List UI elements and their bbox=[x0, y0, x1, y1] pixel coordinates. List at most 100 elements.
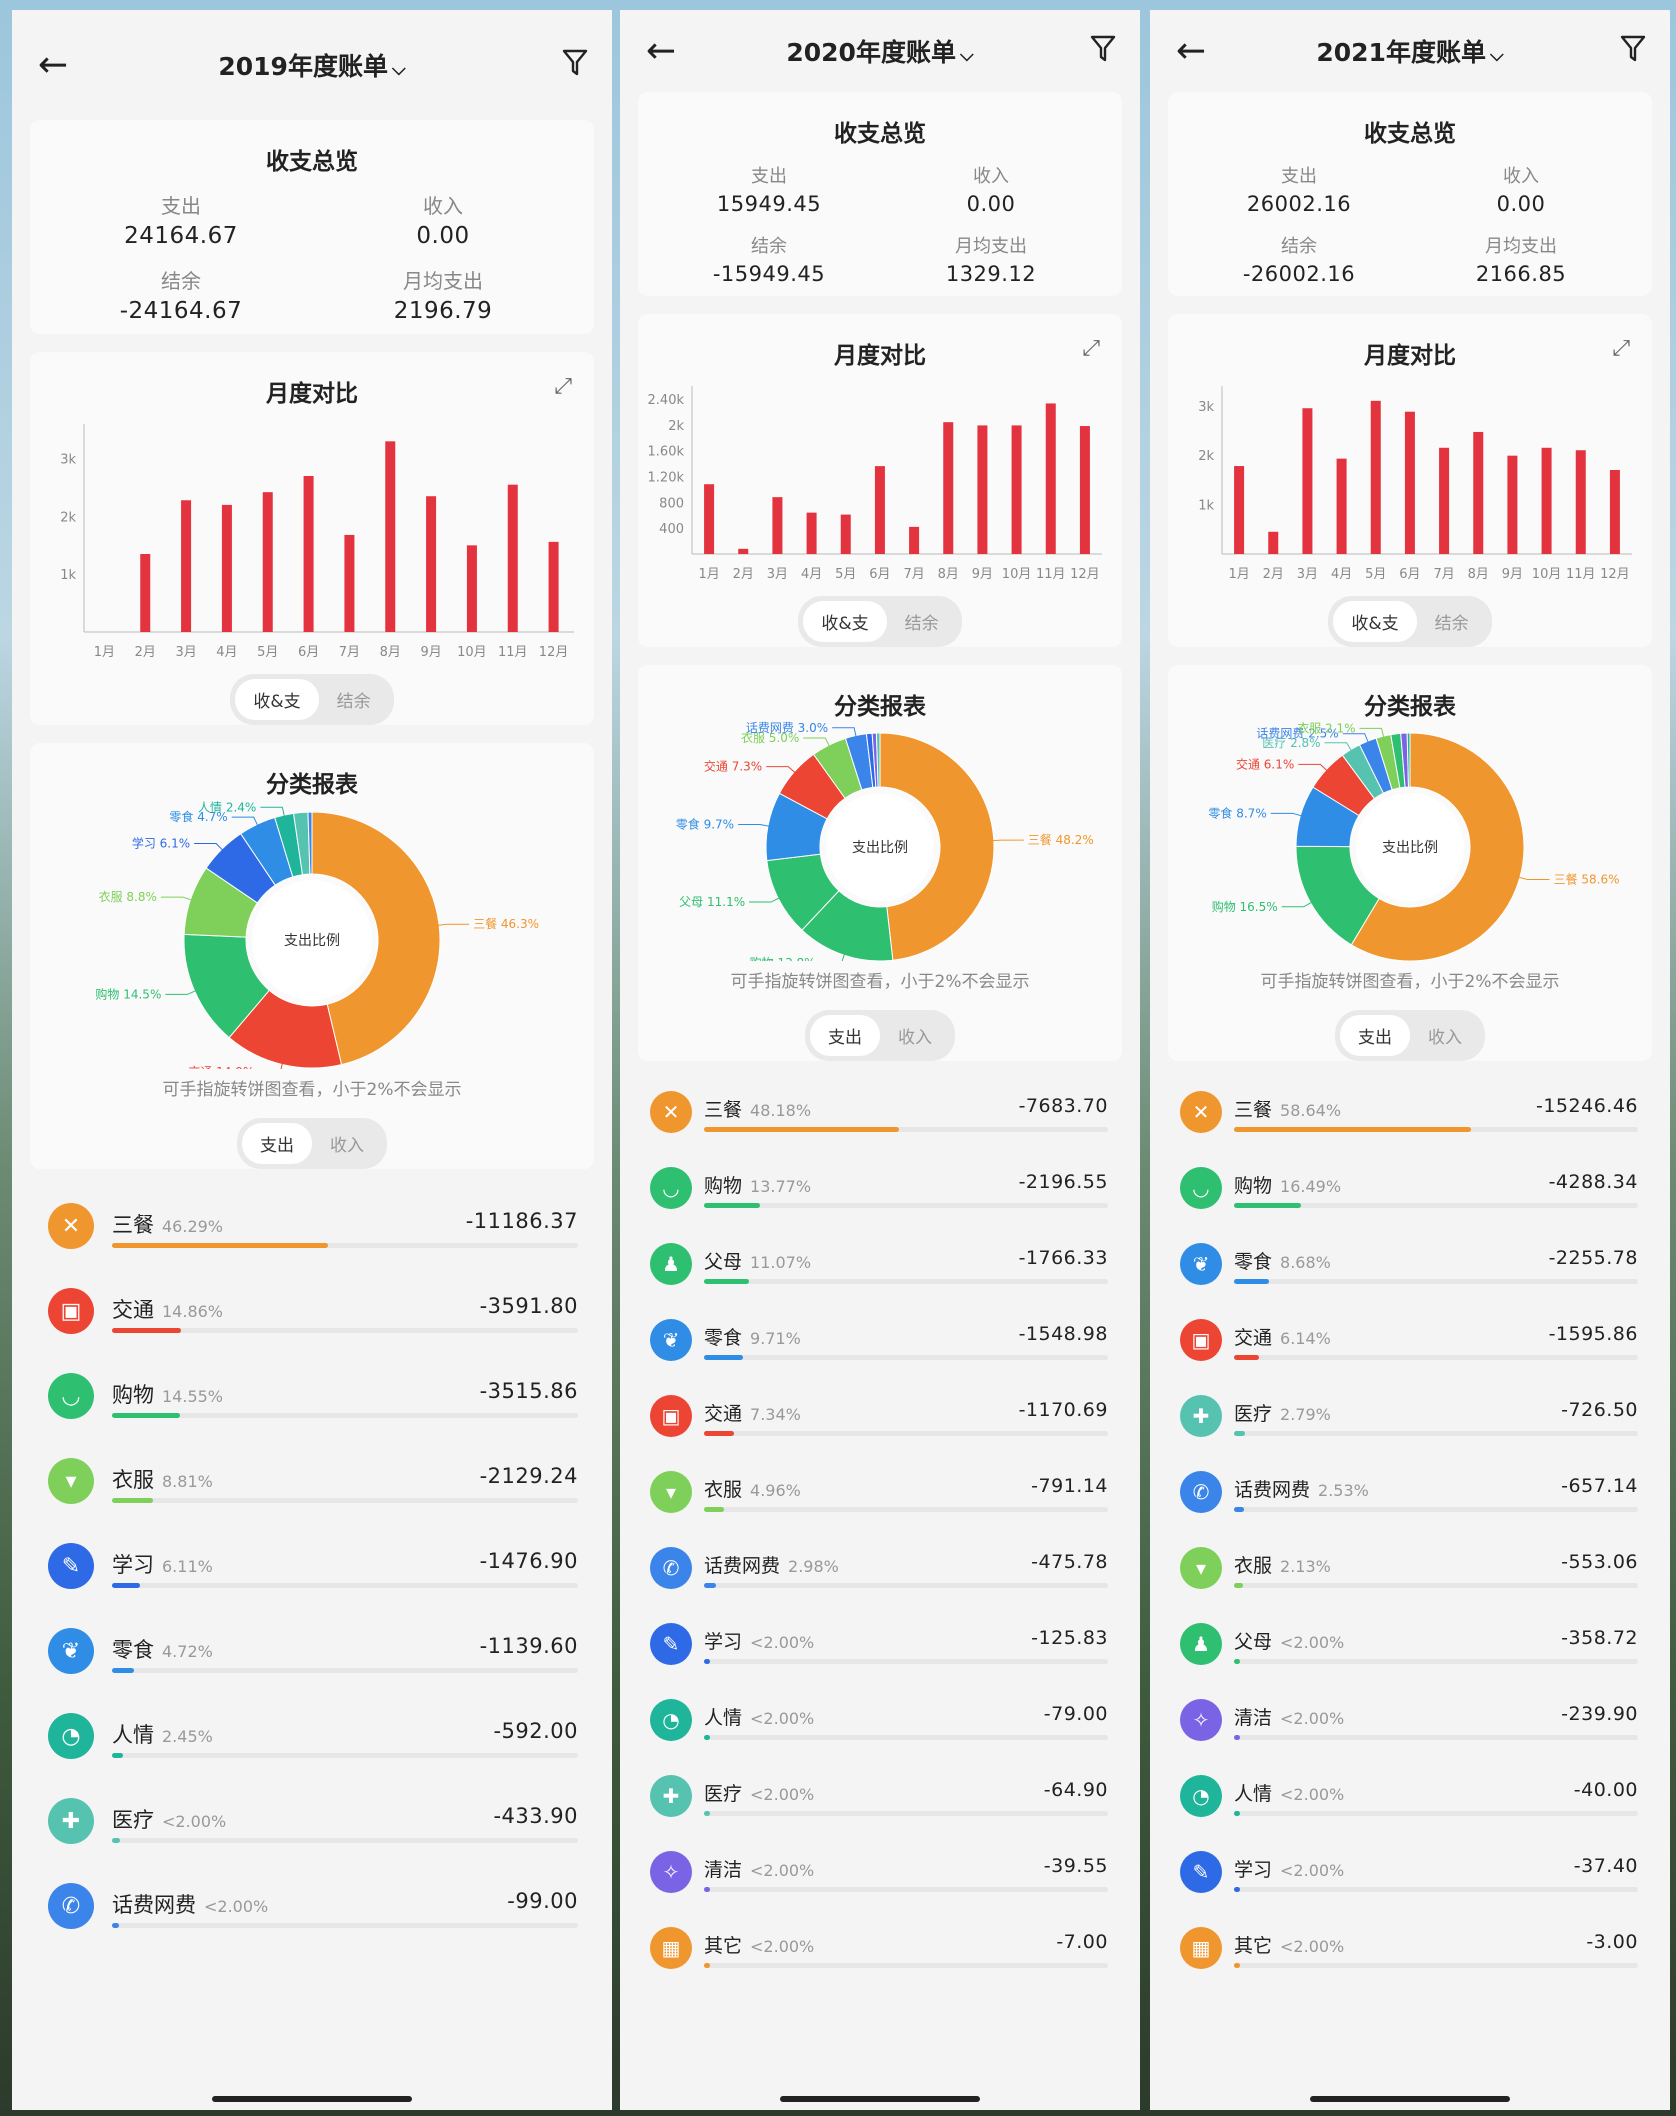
back-arrow-icon[interactable]: ← bbox=[646, 30, 677, 72]
category-row[interactable]: ✎ 学习 <2.00% -125.83 bbox=[638, 1611, 1122, 1687]
category-row[interactable]: ◔ 人情 <2.00% -79.00 bbox=[638, 1687, 1122, 1763]
back-arrow-icon[interactable]: ← bbox=[1176, 30, 1207, 72]
category-row[interactable]: ✎ 学习 6.11% -1476.90 bbox=[30, 1527, 594, 1612]
category-row[interactable]: ▦ 其它 <2.00% -3.00 bbox=[1168, 1915, 1652, 1991]
category-row[interactable]: ◡ 购物 14.55% -3515.86 bbox=[30, 1357, 594, 1442]
month-bar[interactable] bbox=[1302, 408, 1313, 554]
month-bar[interactable] bbox=[1609, 470, 1620, 554]
month-bar[interactable] bbox=[874, 466, 885, 554]
category-row[interactable]: ✚ 医疗 2.79% -726.50 bbox=[1168, 1383, 1652, 1459]
month-bar[interactable] bbox=[840, 514, 851, 554]
month-bar[interactable] bbox=[426, 496, 437, 632]
expense-donut-chart[interactable]: 三餐 58.6% 购物 16.5% 零食 8.7% 交通 6.1% 医疗 2.8%话费网… bbox=[1168, 721, 1652, 961]
month-bar[interactable] bbox=[977, 425, 988, 554]
category-row[interactable]: ❦ 零食 4.72% -1139.60 bbox=[30, 1612, 594, 1697]
toggle-income-expense[interactable]: 收&支 bbox=[235, 679, 319, 720]
category-row[interactable]: ▾ 衣服 2.13% -553.06 bbox=[1168, 1535, 1652, 1611]
category-row[interactable]: ◡ 购物 13.77% -2196.55 bbox=[638, 1155, 1122, 1231]
toggle-income[interactable]: 收入 bbox=[330, 1136, 364, 1156]
month-bar[interactable] bbox=[909, 526, 920, 554]
toggle-income[interactable]: 收入 bbox=[1428, 1028, 1462, 1048]
toggle-income[interactable]: 收入 bbox=[898, 1028, 932, 1048]
expand-icon[interactable]: ⤢ bbox=[554, 374, 572, 399]
month-bar[interactable] bbox=[466, 545, 477, 632]
month-bar[interactable] bbox=[1575, 450, 1586, 554]
category-row[interactable]: ♟ 父母 <2.00% -358.72 bbox=[1168, 1611, 1652, 1687]
toggle-expense[interactable]: 支出 bbox=[1340, 1015, 1410, 1056]
category-row[interactable]: ◔ 人情 2.45% -592.00 bbox=[30, 1697, 594, 1782]
month-bar[interactable] bbox=[704, 484, 715, 554]
month-bar[interactable] bbox=[1011, 425, 1022, 554]
category-row[interactable]: ♟ 父母 11.07% -1766.33 bbox=[638, 1231, 1122, 1307]
year-selector[interactable]: 2019年度账单 ⌵ bbox=[12, 47, 612, 83]
month-bar[interactable] bbox=[344, 534, 355, 632]
expand-icon[interactable]: ⤢ bbox=[1082, 336, 1100, 361]
category-row[interactable]: ❦ 零食 8.68% -2255.78 bbox=[1168, 1231, 1652, 1307]
category-row[interactable]: ✆ 话费网费 <2.00% -99.00 bbox=[30, 1867, 594, 1952]
donut-slice[interactable] bbox=[875, 732, 881, 788]
category-row[interactable]: ❦ 零食 9.71% -1548.98 bbox=[638, 1307, 1122, 1383]
toggle-balance[interactable]: 结余 bbox=[1434, 614, 1469, 634]
filter-icon[interactable] bbox=[562, 49, 588, 81]
donut-slice[interactable] bbox=[311, 811, 441, 1066]
category-row[interactable]: ✧ 清洁 <2.00% -239.90 bbox=[1168, 1687, 1652, 1763]
month-bar[interactable] bbox=[1541, 447, 1552, 554]
filter-icon[interactable] bbox=[1090, 35, 1116, 67]
category-row[interactable]: ▣ 交通 6.14% -1595.86 bbox=[1168, 1307, 1652, 1383]
category-row[interactable]: ✕ 三餐 58.64% -15246.46 bbox=[1168, 1079, 1652, 1155]
category-row[interactable]: ▾ 衣服 4.96% -791.14 bbox=[638, 1459, 1122, 1535]
month-bar[interactable] bbox=[943, 422, 954, 554]
category-row[interactable]: ✕ 三餐 46.29% -11186.37 bbox=[30, 1187, 594, 1272]
donut-slice[interactable] bbox=[307, 811, 313, 875]
month-bar[interactable] bbox=[1370, 400, 1381, 554]
category-row[interactable]: ✚ 医疗 <2.00% -64.90 bbox=[638, 1763, 1122, 1839]
category-row[interactable]: ✚ 医疗 <2.00% -433.90 bbox=[30, 1782, 594, 1867]
toggle-income-expense[interactable]: 收&支 bbox=[1333, 601, 1417, 642]
category-row[interactable]: ◔ 人情 <2.00% -40.00 bbox=[1168, 1763, 1652, 1839]
expand-icon[interactable]: ⤢ bbox=[1612, 336, 1630, 361]
month-bar[interactable] bbox=[262, 492, 273, 632]
category-row[interactable]: ✧ 清洁 <2.00% -39.55 bbox=[638, 1839, 1122, 1915]
category-row[interactable]: ▣ 交通 7.34% -1170.69 bbox=[638, 1383, 1122, 1459]
month-bar[interactable] bbox=[221, 504, 232, 632]
month-bar[interactable] bbox=[738, 548, 749, 554]
month-bar[interactable] bbox=[507, 484, 518, 632]
year-selector[interactable]: 2020年度账单 ⌵ bbox=[620, 33, 1140, 69]
toggle-balance[interactable]: 结余 bbox=[904, 614, 939, 634]
toggle-expense[interactable]: 支出 bbox=[242, 1123, 312, 1164]
toggle-expense[interactable]: 支出 bbox=[810, 1015, 880, 1056]
month-bar[interactable] bbox=[1473, 431, 1484, 554]
category-row[interactable]: ✎ 学习 <2.00% -37.40 bbox=[1168, 1839, 1652, 1915]
category-row[interactable]: ✆ 话费网费 2.53% -657.14 bbox=[1168, 1459, 1652, 1535]
category-row[interactable]: ▾ 衣服 8.81% -2129.24 bbox=[30, 1442, 594, 1527]
month-bar[interactable] bbox=[1507, 455, 1518, 554]
month-bar[interactable] bbox=[806, 512, 817, 554]
back-arrow-icon[interactable]: ← bbox=[38, 44, 69, 86]
month-bar[interactable] bbox=[1234, 466, 1245, 554]
month-bar[interactable] bbox=[140, 554, 151, 632]
category-row[interactable]: ◡ 购物 16.49% -4288.34 bbox=[1168, 1155, 1652, 1231]
donut-slice[interactable] bbox=[1350, 732, 1525, 961]
toggle-balance[interactable]: 结余 bbox=[336, 692, 371, 712]
month-bar[interactable] bbox=[772, 497, 783, 554]
donut-slice[interactable] bbox=[879, 732, 995, 961]
toggle-income-expense[interactable]: 收&支 bbox=[803, 601, 887, 642]
year-selector[interactable]: 2021年度账单 ⌵ bbox=[1150, 33, 1670, 69]
month-bar[interactable] bbox=[548, 541, 559, 632]
donut-slice[interactable] bbox=[1406, 732, 1411, 788]
month-bar[interactable] bbox=[385, 441, 396, 632]
month-bar[interactable] bbox=[1439, 447, 1450, 554]
month-bar[interactable] bbox=[303, 476, 314, 632]
category-row[interactable]: ▦ 其它 <2.00% -7.00 bbox=[638, 1915, 1122, 1991]
filter-icon[interactable] bbox=[1620, 35, 1646, 67]
category-row[interactable]: ✕ 三餐 48.18% -7683.70 bbox=[638, 1079, 1122, 1155]
month-bar[interactable] bbox=[1079, 426, 1090, 554]
expense-donut-chart[interactable]: 三餐 48.2% 购物 13.8% 父母 11.1% 零食 9.7% 交通 7.3% 衣服… bbox=[638, 721, 1122, 961]
month-bar[interactable] bbox=[1045, 403, 1056, 554]
category-row[interactable]: ✆ 话费网费 2.98% -475.78 bbox=[638, 1535, 1122, 1611]
month-bar[interactable] bbox=[1268, 531, 1279, 554]
month-bar[interactable] bbox=[181, 500, 192, 632]
expense-donut-chart[interactable]: 三餐 46.3% 交通 14.9% 购物 14.5% 衣服 8.8% 学习 6.1% 零食… bbox=[30, 799, 594, 1069]
month-bar[interactable] bbox=[1336, 458, 1347, 554]
category-row[interactable]: ▣ 交通 14.86% -3591.80 bbox=[30, 1272, 594, 1357]
